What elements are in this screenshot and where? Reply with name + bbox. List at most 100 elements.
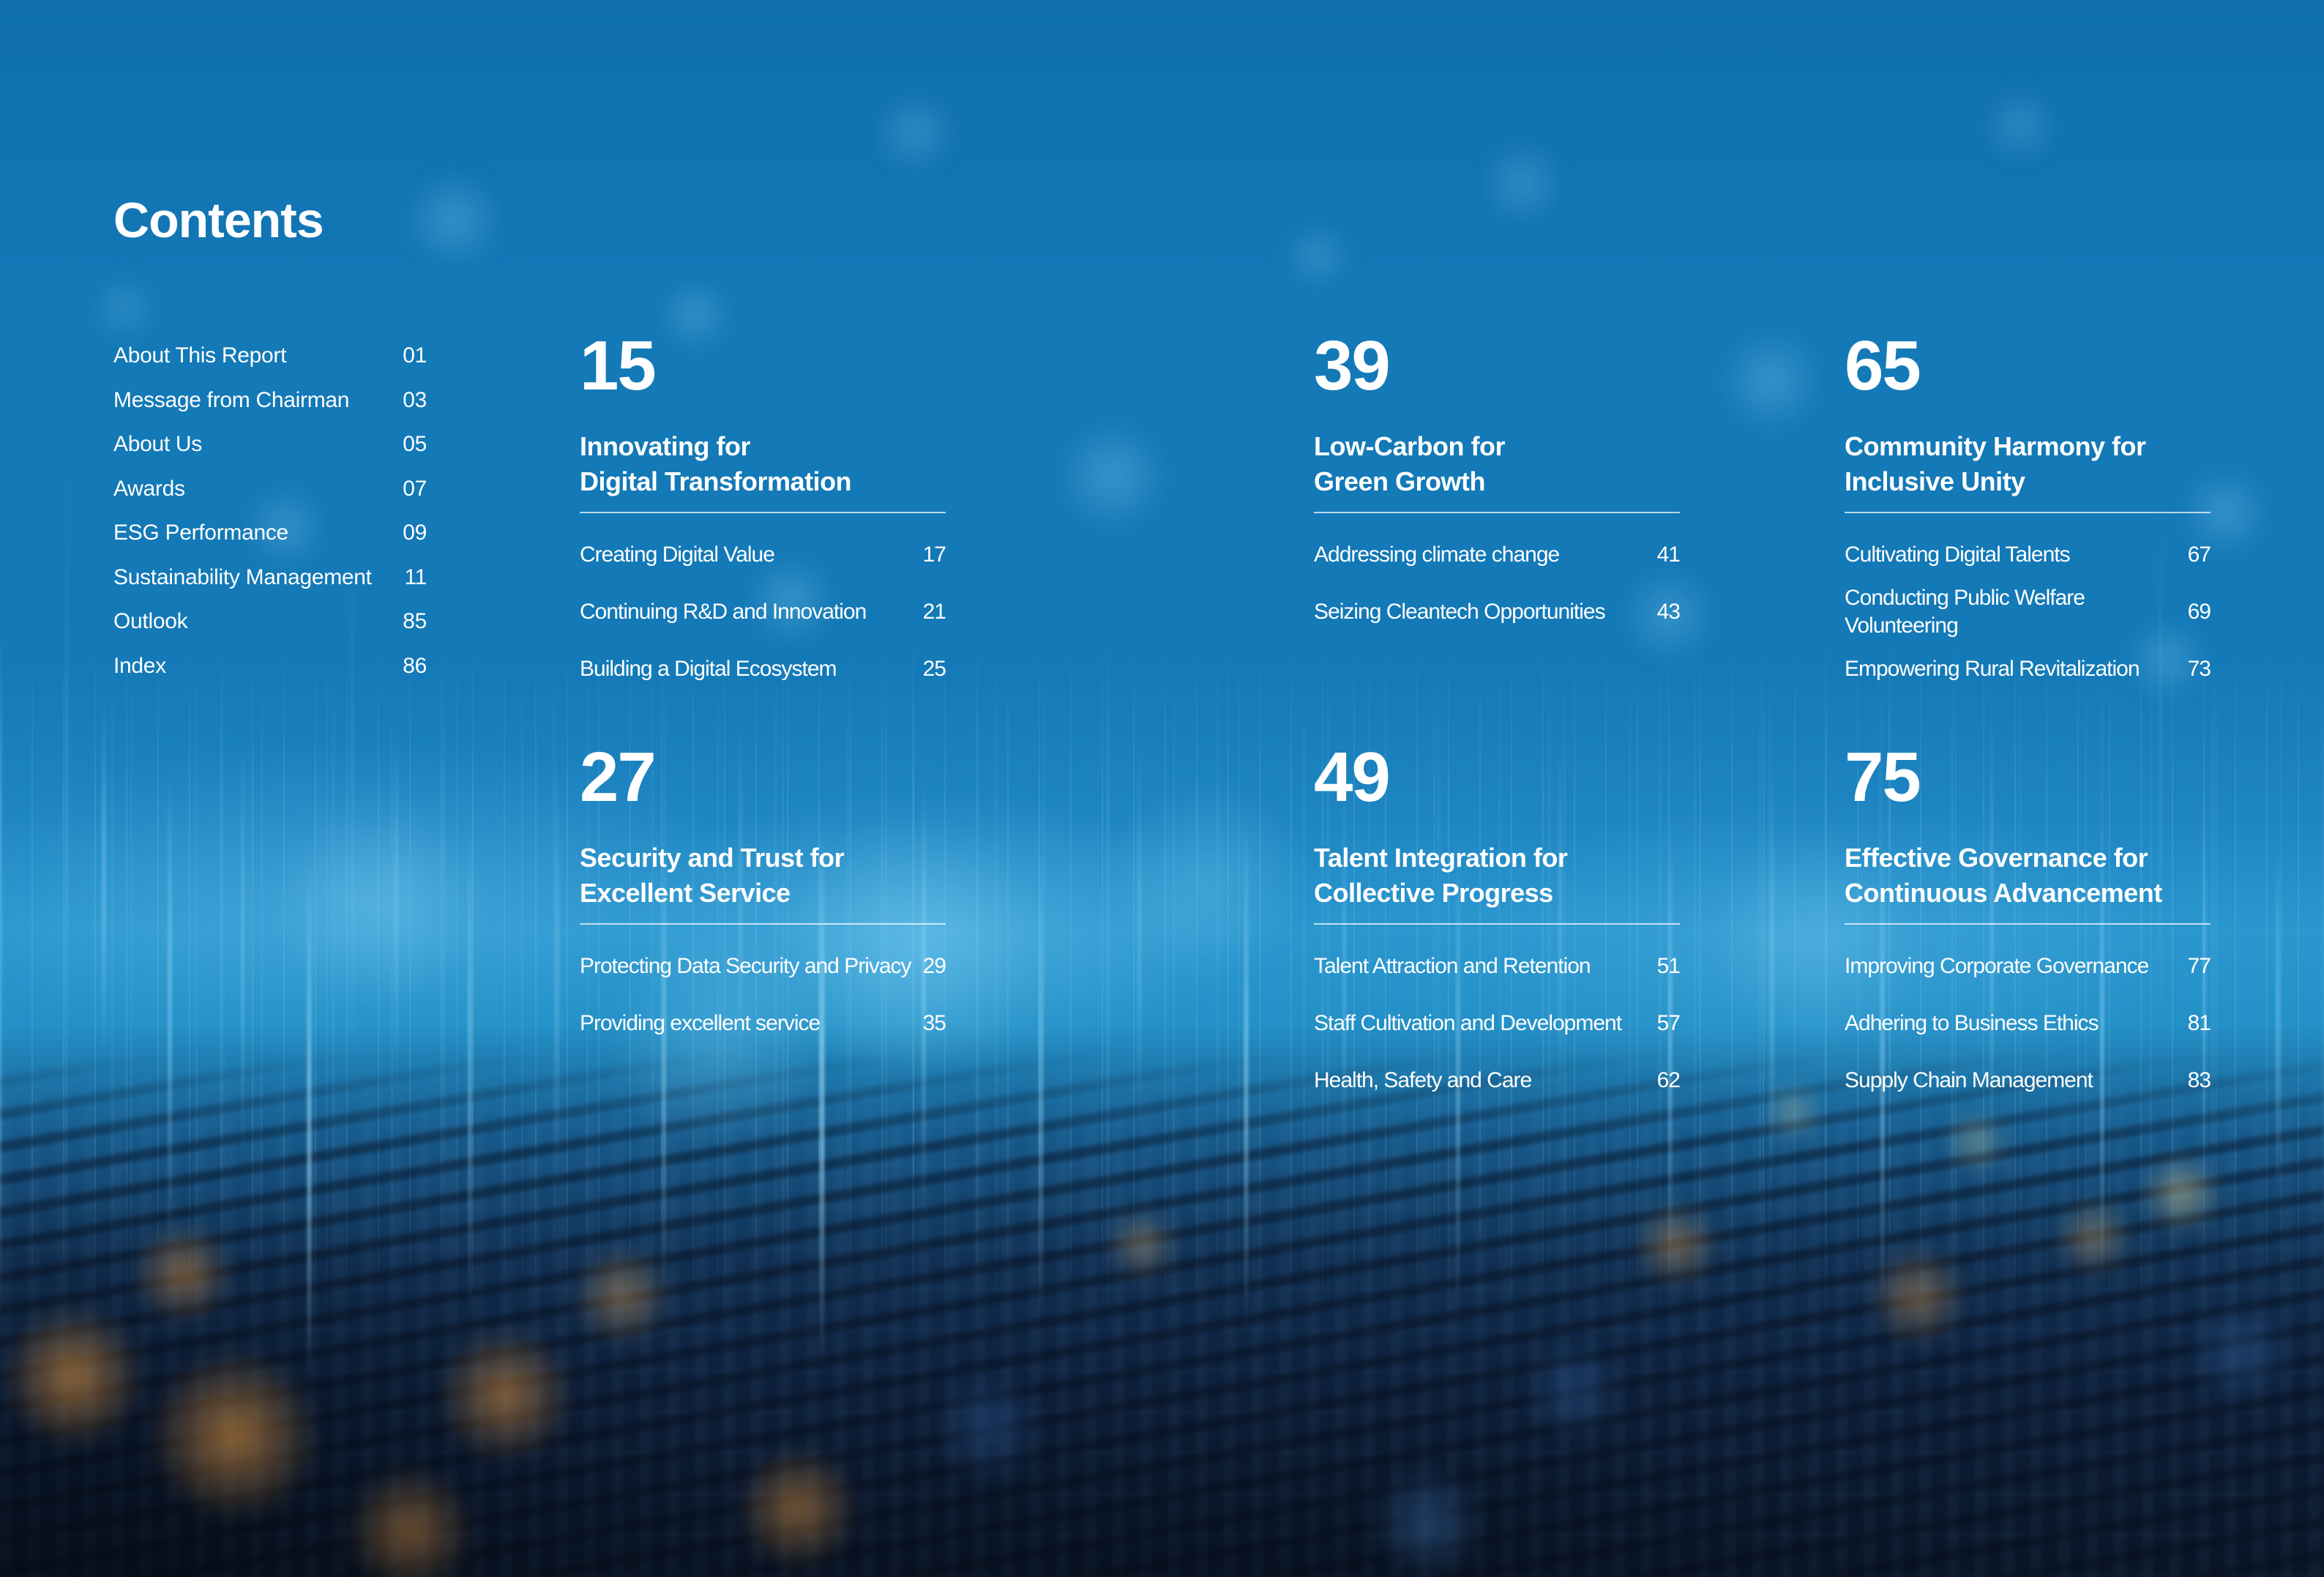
- toc-entry[interactable]: Outlook 85: [113, 600, 427, 644]
- bokeh-light: [1764, 1084, 1823, 1142]
- toc-entry-label: Empowering Rural Revitalization: [1845, 657, 2140, 681]
- light-streak: [1039, 849, 1042, 1318]
- light-streak: [1138, 732, 1140, 1142]
- section-page-number: 15: [580, 327, 657, 405]
- toc-entry[interactable]: Sustainability Management 11: [113, 556, 427, 600]
- toc-entry[interactable]: Adhering to Business Ethics 81: [1845, 995, 2211, 1052]
- toc-entry[interactable]: Seizing Cleantech Opportunities 43: [1314, 584, 1681, 641]
- toc-entry-label: Creating Digital Value: [580, 543, 775, 567]
- section-divider: [1314, 512, 1680, 513]
- toc-entry-page: 83: [2187, 1068, 2211, 1092]
- bokeh-light: [1632, 1201, 1720, 1289]
- toc-entry[interactable]: Addressing climate change 41: [1314, 526, 1681, 584]
- toc-entry[interactable]: Continuing R&D and Innovation 21: [580, 584, 946, 641]
- toc-entry[interactable]: Building a Digital Ecosystem 25: [580, 641, 946, 698]
- light-streak: [662, 842, 665, 1296]
- toc-entry[interactable]: Cultivating Digital Talents 67: [1845, 526, 2211, 584]
- section-title-line: Innovating for: [580, 431, 750, 461]
- bokeh-light: [600, 922, 834, 1157]
- toc-entry-label: Index: [113, 653, 166, 678]
- toc-entry[interactable]: About This Report 01: [113, 334, 427, 379]
- bokeh-light: [436, 1325, 575, 1464]
- toc-entry[interactable]: Staff Cultivation and Development 57: [1314, 995, 1681, 1052]
- section-items: Protecting Data Security and Privacy 29 …: [580, 938, 946, 1052]
- section-items: Improving Corporate Governance 77 Adheri…: [1845, 938, 2211, 1109]
- toc-entry-label: Conducting Public Welfare Volunteering: [1845, 586, 2085, 638]
- section-title: Community Harmony for Inclusive Unity: [1845, 429, 2211, 499]
- section-title-line: Continuous Advancement: [1845, 878, 2162, 908]
- bokeh-light: [871, 88, 959, 176]
- section-page-number: 75: [1845, 738, 1921, 816]
- toc-entry[interactable]: Talent Attraction and Retention 51: [1314, 938, 1681, 995]
- toc-entry[interactable]: Creating Digital Value 17: [580, 526, 946, 584]
- bokeh-light: [1281, 220, 1354, 293]
- section-block: 15 Innovating for Digital Transformation…: [580, 328, 946, 698]
- toc-entry[interactable]: Index 86: [113, 644, 427, 689]
- toc-entry-label: Cultivating Digital Talents: [1845, 543, 2071, 567]
- section-block: 49 Talent Integration for Collective Pro…: [1314, 739, 1681, 1109]
- bokeh-light: [736, 1446, 860, 1570]
- light-streak: [351, 512, 354, 1098]
- bokeh-light: [1716, 326, 1826, 436]
- toc-entry-label: Building a Digital Ecosystem: [580, 657, 837, 681]
- section-title-line: Digital Transformation: [580, 466, 852, 496]
- bokeh-light: [930, 1369, 1047, 1486]
- light-streak: [168, 769, 171, 1245]
- toc-entry-page: 85: [403, 609, 427, 634]
- toc-entry-page: 07: [403, 476, 427, 501]
- toc-entry-page: 43: [1656, 600, 1681, 624]
- bokeh-light: [1369, 1464, 1486, 1577]
- toc-entry-label: Supply Chain Management: [1845, 1068, 2093, 1092]
- light-streak: [102, 696, 105, 1062]
- toc-entry-label: Sustainability Management: [113, 564, 372, 589]
- section-title: Talent Integration for Collective Progre…: [1314, 840, 1680, 911]
- toc-entry[interactable]: Message from Chairman 03: [113, 379, 427, 423]
- toc-entry-label: About Us: [113, 432, 202, 457]
- bokeh-light: [1705, 827, 1925, 1047]
- toc-entry-page: 25: [922, 657, 946, 681]
- section-title-line: Community Harmony for: [1845, 431, 2146, 461]
- toc-entry-page: 81: [2187, 1011, 2211, 1035]
- light-streak: [1559, 732, 1561, 1113]
- toc-entry[interactable]: Protecting Data Security and Privacy 29: [580, 938, 946, 995]
- toc-entry-page: 51: [1656, 954, 1681, 978]
- toc-entry[interactable]: Providing excellent service 35: [580, 995, 946, 1052]
- section-title: Low-Carbon for Green Growth: [1314, 429, 1680, 499]
- light-streak: [66, 439, 68, 1098]
- toc-entry[interactable]: ESG Performance 09: [113, 511, 427, 556]
- section-divider: [1845, 923, 2211, 925]
- toc-entry[interactable]: Empowering Rural Revitalization 73: [1845, 641, 2211, 698]
- bokeh-light: [1054, 417, 1171, 534]
- toc-entry[interactable]: About Us 05: [113, 422, 427, 467]
- section-title-line: Inclusive Unity: [1845, 466, 2025, 496]
- toc-entry-page: 11: [404, 564, 427, 589]
- toc-entry[interactable]: Conducting Public Welfare Volunteering 6…: [1845, 584, 2211, 641]
- toc-entry-label: Seizing Cleantech Opportunities: [1314, 600, 1606, 624]
- toc-entry-label: Awards: [113, 476, 185, 501]
- light-streak: [307, 864, 311, 1376]
- section-block: 27 Security and Trust for Excellent Serv…: [580, 739, 946, 1052]
- toc-entry[interactable]: Improving Corporate Governance 77: [1845, 938, 2211, 995]
- section-items: Cultivating Digital Talents 67 Conductin…: [1845, 526, 2211, 698]
- section-title: Effective Governance for Continuous Adva…: [1845, 840, 2211, 911]
- light-streak: [2101, 827, 2104, 1281]
- toc-entry-page: 05: [403, 432, 427, 457]
- toc-entry-page: 17: [922, 543, 946, 567]
- light-streak: [2159, 476, 2162, 1098]
- toc-entry-label: Outlook: [113, 609, 188, 634]
- bokeh-light: [743, 553, 838, 648]
- bokeh-light: [1105, 1208, 1178, 1281]
- light-streak: [1343, 776, 1345, 1171]
- toc-entry-label: Talent Attraction and Retention: [1314, 954, 1591, 978]
- toc-entry-label: Continuing R&D and Innovation: [580, 600, 867, 624]
- bokeh-light: [571, 1245, 673, 1347]
- toc-entry-label: ESG Performance: [113, 521, 288, 545]
- toc-entry-page: 73: [2187, 657, 2211, 681]
- section-title-line: Security and Trust for: [580, 843, 845, 873]
- bokeh-light: [344, 1464, 476, 1577]
- page-title: Contents: [113, 193, 324, 248]
- toc-entry[interactable]: Awards 07: [113, 467, 427, 512]
- toc-entry[interactable]: Supply Chain Management 83: [1845, 1052, 2211, 1109]
- toc-entry-page: 77: [2187, 954, 2211, 978]
- toc-entry[interactable]: Health, Safety and Care 62: [1314, 1052, 1681, 1109]
